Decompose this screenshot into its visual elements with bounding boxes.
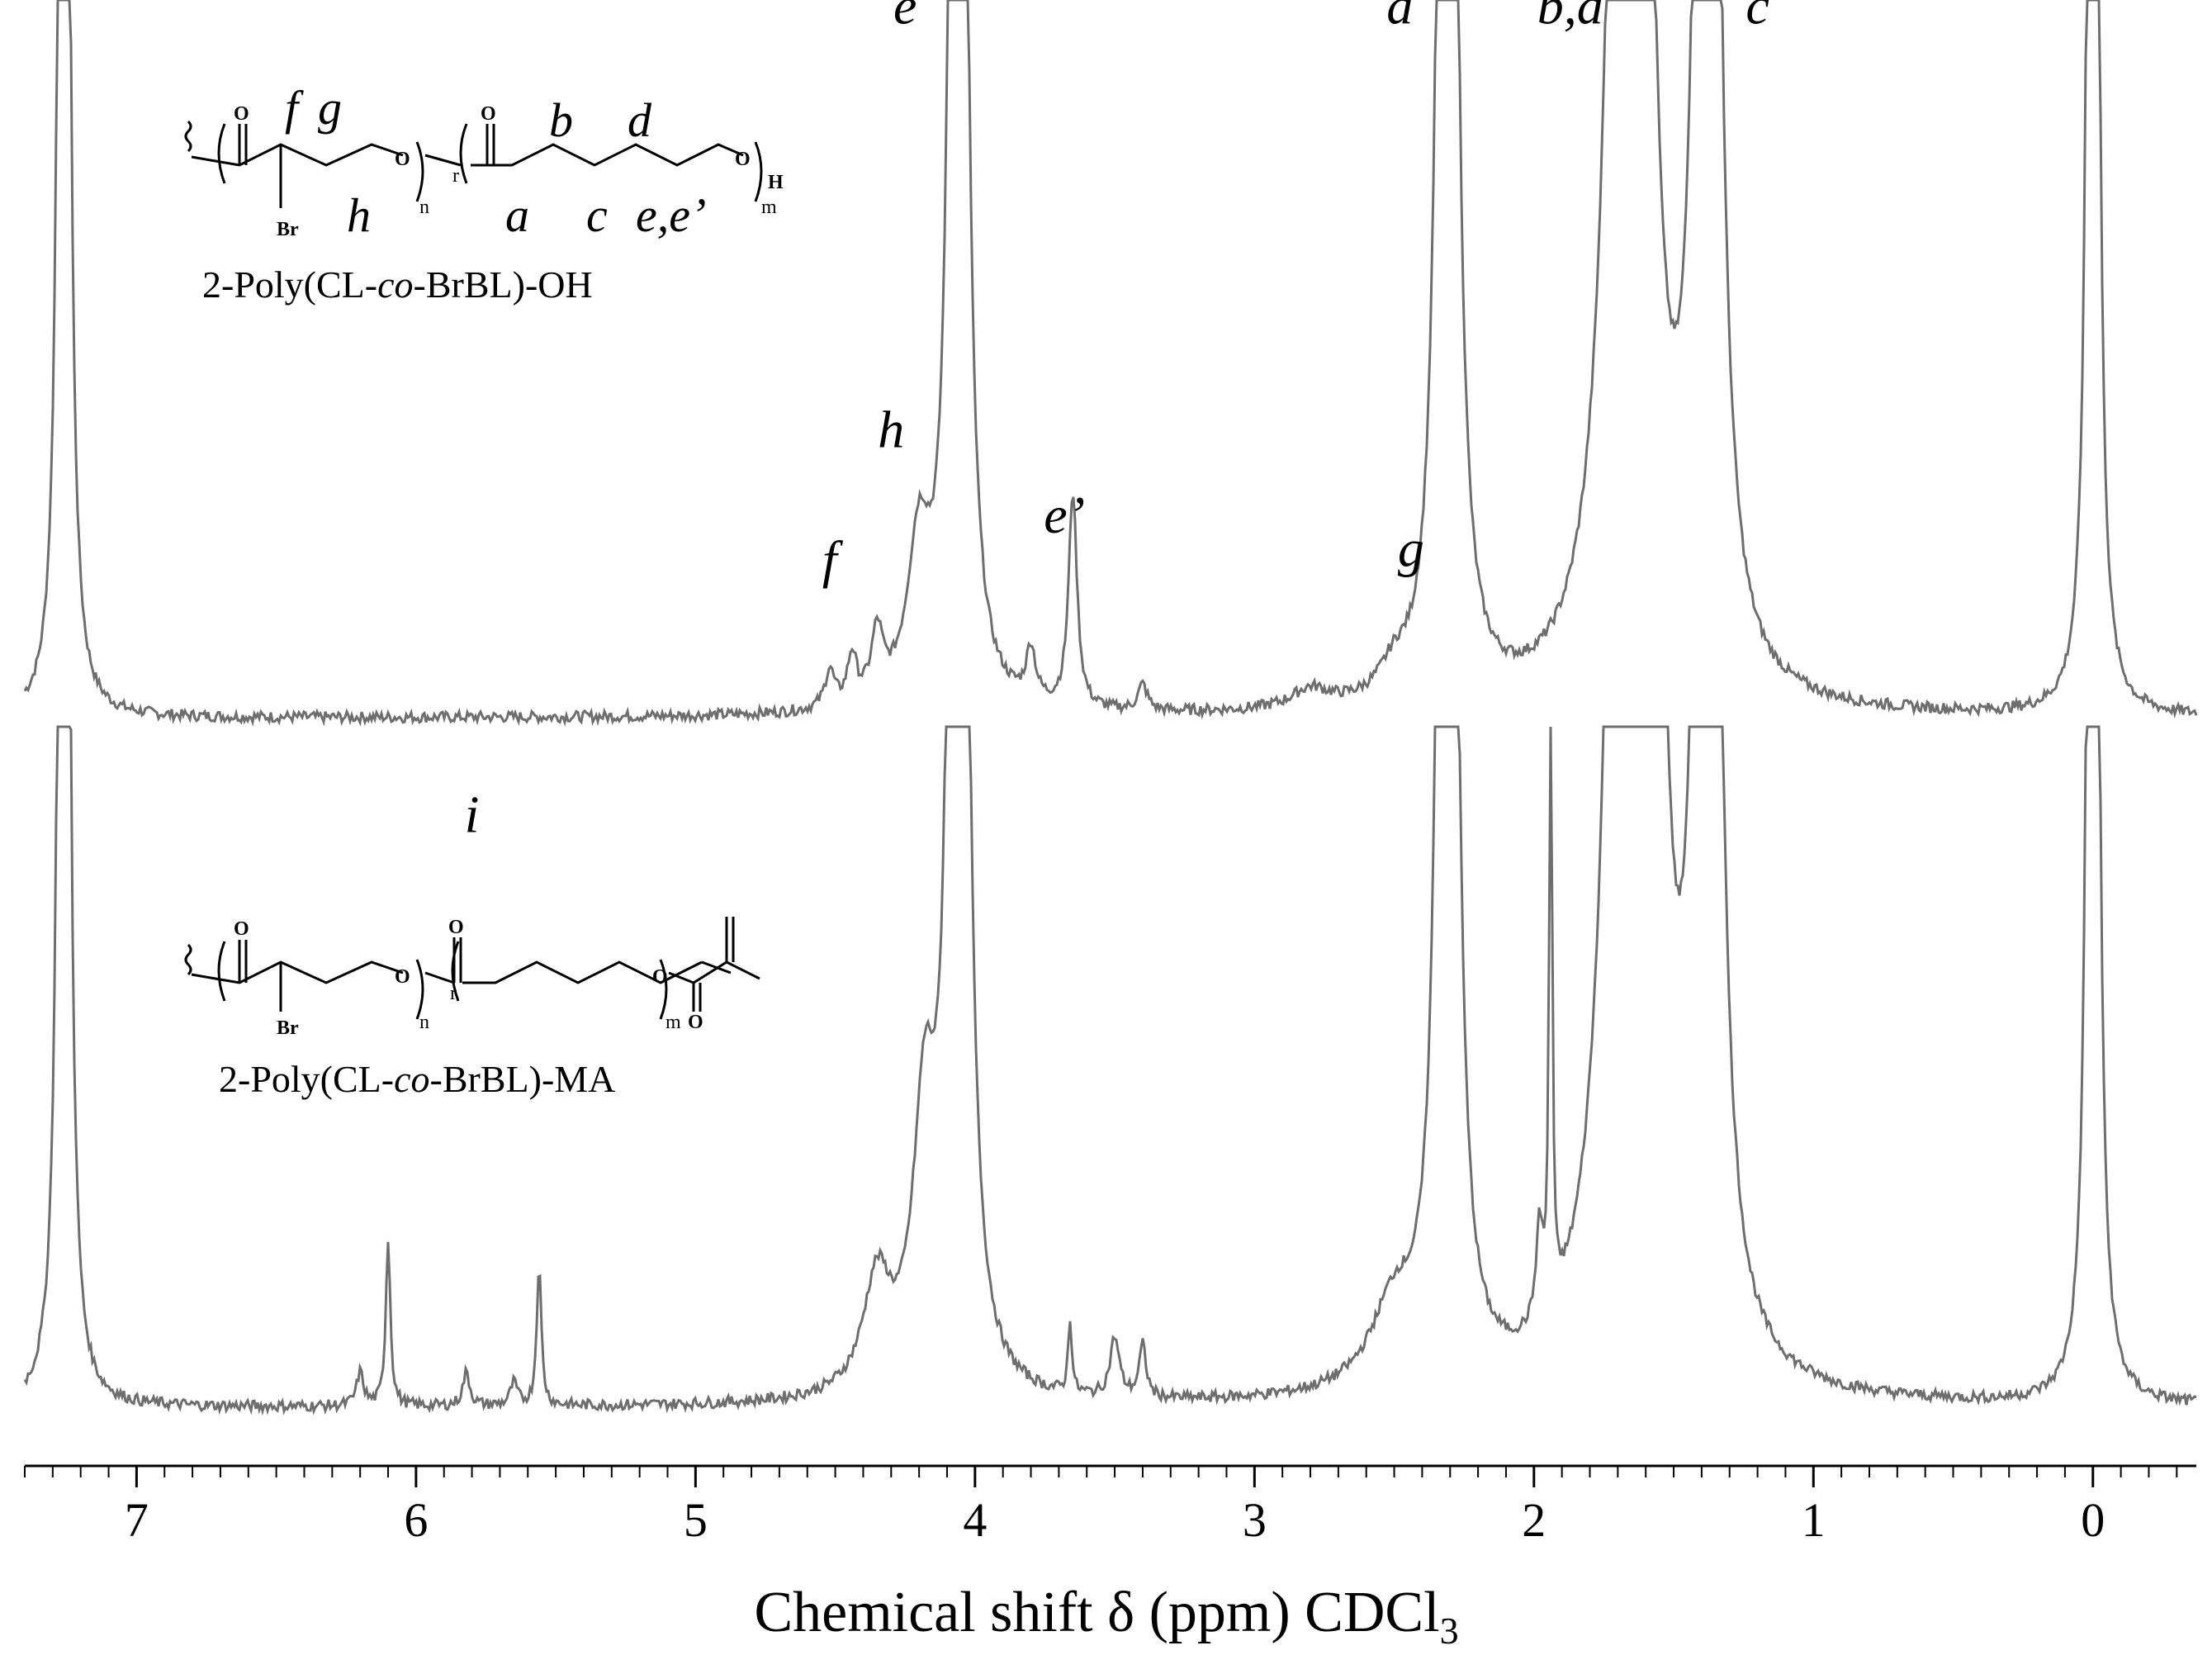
struct-letter-g: g — [318, 81, 342, 135]
terminal-h: H — [768, 172, 784, 193]
x-tick-label: 3 — [1243, 1493, 1267, 1547]
x-tick-label: 2 — [1522, 1493, 1546, 1547]
peak-label: e’ — [1044, 486, 1085, 544]
ester-o: O — [395, 966, 410, 988]
peak-label: c — [1745, 0, 1769, 36]
x-tick-label: 6 — [404, 1493, 428, 1547]
peak-label: a — [1386, 0, 1413, 36]
spectrum-line — [23, 725, 2197, 1416]
struct-letter-h: h — [347, 188, 371, 242]
bracket-n-left — [217, 941, 226, 1002]
ester-o: O — [735, 149, 751, 170]
structure-ma — [184, 917, 760, 1020]
carbonyl-o: O — [448, 917, 464, 938]
bracket-m-left — [451, 941, 460, 1002]
br-atom: Br — [277, 1017, 299, 1039]
subscript-m: m — [761, 197, 777, 218]
carbonyl-o: O — [481, 103, 496, 125]
struct-letter-f: f — [285, 81, 304, 135]
struct-letter-d: d — [628, 93, 652, 147]
ester-o: O — [652, 966, 668, 988]
carbonyl-o: O — [234, 918, 249, 940]
peak-label: g — [1398, 519, 1424, 578]
spectrum-line — [23, 0, 2198, 727]
struct-letter-b: b — [549, 93, 573, 147]
structure-oh — [184, 120, 763, 208]
x-tick-label: 1 — [1802, 1493, 1826, 1547]
peak-label: h — [878, 401, 904, 459]
subscript-r: r — [450, 983, 457, 1004]
x-tick-label: 0 — [2081, 1493, 2105, 1547]
structure-oh-text: O O Br O O H n r m f g h b d a c e,e’ 2-… — [202, 81, 784, 306]
peak-label: f — [822, 530, 844, 589]
subscript-r: r — [452, 165, 459, 187]
bracket-n-right — [415, 141, 424, 202]
peak-label: e — [893, 0, 917, 36]
bracket-m-left — [459, 123, 468, 184]
subscript-n: n — [419, 197, 429, 218]
backbone-1 — [191, 143, 404, 167]
bracket-n-right — [415, 959, 424, 1020]
peak-label: b,d — [1537, 0, 1604, 36]
struct-letter-c: c — [586, 188, 608, 242]
carbonyl-o: O — [688, 1012, 703, 1033]
x-axis-title: Chemical shift δ (ppm) CDCl3 — [754, 1581, 1458, 1652]
bracket-m-right — [659, 959, 668, 1020]
x-axis: 7 6 5 4 3 2 1 0 — [24, 1464, 2196, 1547]
x-tick-label: 5 — [684, 1493, 708, 1547]
struct-letter-a: a — [505, 188, 529, 242]
subscript-n: n — [419, 1012, 429, 1033]
subscript-m: m — [665, 1012, 681, 1033]
x-tick-label: 7 — [125, 1493, 149, 1547]
bracket-n-left — [217, 123, 226, 184]
wavy-bond-icon — [184, 943, 192, 976]
structure-ma-caption: 2-Poly(CL-co-BrBL)-MA — [219, 1058, 615, 1100]
x-tick-label: 4 — [963, 1493, 987, 1547]
peak-label: i — [465, 785, 480, 844]
bracket-m-right — [754, 141, 763, 202]
wavy-bond-icon — [184, 120, 192, 153]
br-atom: Br — [277, 219, 299, 240]
struct-letter-ee: e,e’ — [636, 188, 706, 242]
structure-ma-text: O O Br O O O n r m 2-Poly(CL-co-BrBL)-MA — [219, 917, 703, 1100]
backbone-2 — [471, 143, 744, 167]
methacrylate — [668, 960, 760, 984]
carbonyl-o: O — [234, 103, 249, 125]
spectra-group — [23, 0, 2198, 1416]
structure-oh-caption: 2-Poly(CL-co-BrBL)-OH — [202, 263, 593, 306]
ester-o: O — [395, 149, 410, 170]
